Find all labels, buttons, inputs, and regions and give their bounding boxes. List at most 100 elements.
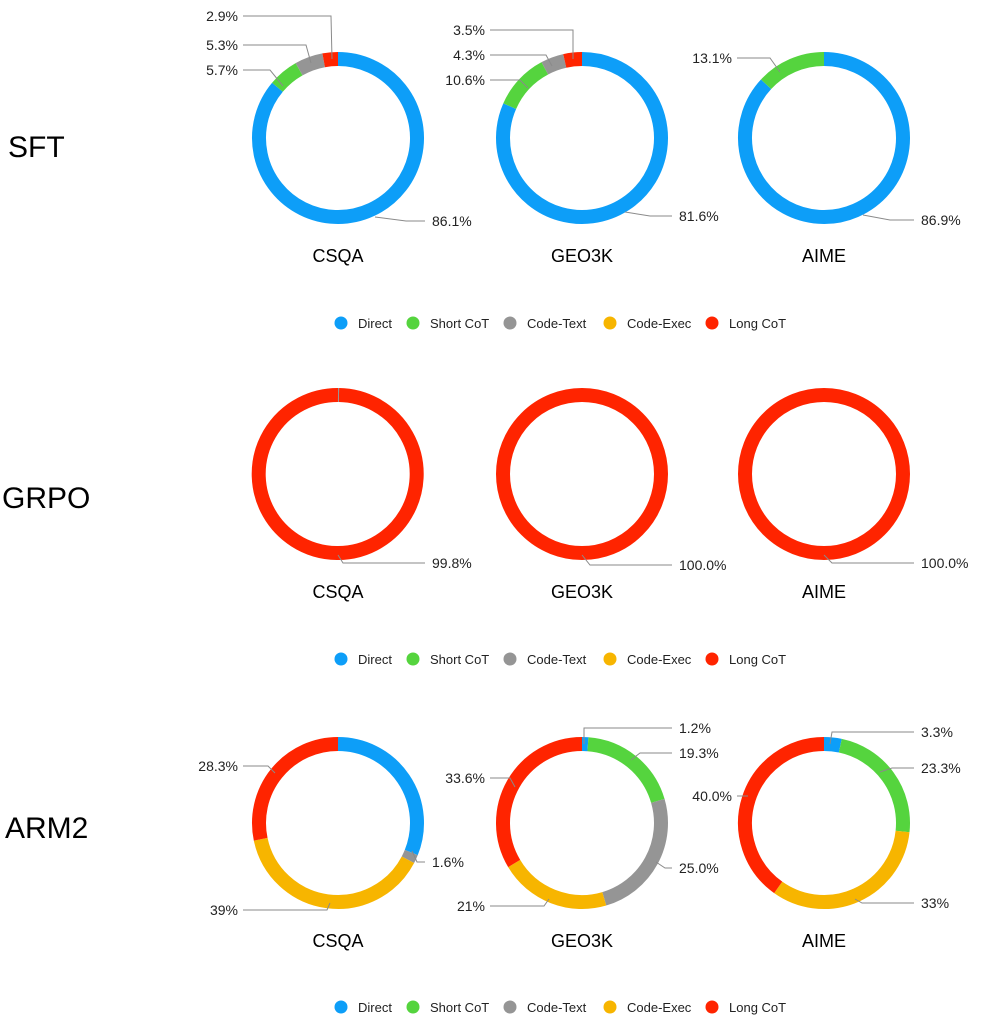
slice-long-cot [496,388,668,560]
data-label-direct: 86.9% [921,212,961,228]
legend-label: Short CoT [430,1000,489,1015]
donut-chart-grpo-geo3k: 100.0% GEO3K [496,388,726,602]
legend-label: Short CoT [430,316,489,331]
legend-item-code-exec: Code-Exec [603,652,692,667]
data-label-code-text: 5.3% [206,37,238,53]
leader-line-code-exec [854,898,914,904]
data-label-direct: 1.2% [679,720,711,736]
data-label-code-exec: 33% [921,895,949,911]
slice-long-cot [252,737,339,841]
legend-label: Direct [358,1000,392,1015]
data-label-code-exec: 21% [457,898,485,914]
slice-code-text [541,54,567,75]
legend: Direct Short CoT Code-Text Code-Exec Long Co… [334,1000,786,1015]
legend-label: Code-Text [527,1000,587,1015]
leader-line-short-cot [490,79,529,89]
legend-item-direct: Direct [334,316,392,331]
leader-line-direct [624,211,672,217]
legend-item-direct: Direct [334,1000,392,1015]
legend-label: Long CoT [729,652,786,667]
data-label-long-cot: 28.3% [198,758,238,774]
data-label-long-cot: 100.0% [921,555,968,571]
legend-label: Code-Text [527,652,587,667]
data-label-code-text: 4.3% [453,47,485,63]
charts: 86.1% 5.7% 5.3% 2.9% CSQA 81.6% 10.6% 4.3% 3.5% G… [198,8,968,951]
legend: Direct Short CoT Code-Text Code-Exec Long Co… [334,652,786,667]
legends: Direct Short CoT Code-Text Code-Exec Long Co… [334,316,786,1015]
slice-code-exec [253,837,415,909]
data-label-long-cot: 2.9% [206,8,238,24]
leader-line-direct [862,214,914,221]
donut-chart-arm2-csqa: 1.6% 39% 28.3% CSQA [198,737,464,951]
leader-line-long-cot [337,554,425,564]
slice-long-cot [738,737,825,894]
circle-icon [406,652,420,666]
circle-icon [406,1000,420,1014]
data-label-short-cot: 5.7% [206,62,238,78]
slice-code-text [602,798,668,906]
donut-chart-sft-csqa: 86.1% 5.7% 5.3% 2.9% CSQA [206,8,472,266]
circle-icon [503,652,517,666]
data-label-long-cot: 33.6% [445,770,485,786]
legend-label: Direct [358,652,392,667]
leader-line-short-cot [243,69,284,87]
method-label-arm2: ARM2 [5,812,88,845]
circle-icon [603,652,617,666]
slice-direct [738,52,910,224]
chart-title: GEO3K [551,246,613,266]
circle-icon [603,316,617,330]
slice-long-cot [322,52,339,68]
leader-line-code-text [490,54,553,67]
leader-line-code-exec [490,898,550,907]
slice-code-exec [508,859,607,909]
data-label-short-cot: 19.3% [679,745,719,761]
leader-line-long-cot [243,15,333,60]
data-label-direct: 81.6% [679,208,719,224]
chart-title: CSQA [312,246,363,266]
data-label-short-cot: 23.3% [921,760,961,776]
legend-label: Long CoT [729,316,786,331]
legend-item-short-cot: Short CoT [406,316,489,331]
circle-icon [334,1000,348,1014]
slice-short-cot [587,737,665,804]
leader-line-direct [829,731,914,745]
leader-line-direct [583,727,672,744]
data-label-long-cot: 3.5% [453,22,485,38]
legend-item-code-text: Code-Text [503,1000,587,1015]
leader-line-code-exec [243,902,331,911]
leader-line-code-text [243,44,312,64]
legend-label: Short CoT [430,652,489,667]
slice-short-cot [760,52,825,90]
legend: Direct Short CoT Code-Text Code-Exec Long Co… [334,316,786,331]
legend-label: Code-Exec [627,1000,692,1015]
circle-icon [705,1000,719,1014]
slice-direct [823,737,842,753]
leader-line-long-cot [490,29,574,59]
chart-title: CSQA [312,931,363,951]
donut-chart-grpo-aime: 100.0% AIME [738,388,968,602]
data-label-code-exec: 39% [210,902,238,918]
data-label-code-text: 25.0% [679,860,719,876]
chart-title: GEO3K [551,582,613,602]
legend-item-long-cot: Long CoT [705,316,786,331]
donut-chart-arm2-geo3k: 1.2% 19.3% 25.0% 21% 33.6% GEO3K [445,720,718,951]
slice-long-cot [251,387,424,560]
legend-item-long-cot: Long CoT [705,1000,786,1015]
legend-item-code-exec: Code-Exec [603,1000,692,1015]
slice-code-text [295,53,326,76]
legend-label: Long CoT [729,1000,786,1015]
chart-title: CSQA [312,582,363,602]
slice-code-text [401,849,418,864]
legend-label: Code-Exec [627,316,692,331]
data-label-long-cot: 100.0% [679,557,726,573]
leader-line-short-cot [630,752,672,761]
legend-label: Direct [358,316,392,331]
leader-line-long-cot [823,554,914,564]
chart-title: AIME [802,582,846,602]
circle-icon [603,1000,617,1014]
leader-line-short-cot [879,767,914,773]
donut-chart-grpo-csqa: 99.8% CSQA [251,387,472,602]
data-label-short-cot: 10.6% [445,72,485,88]
data-label-short-cot: 13.1% [692,50,732,66]
